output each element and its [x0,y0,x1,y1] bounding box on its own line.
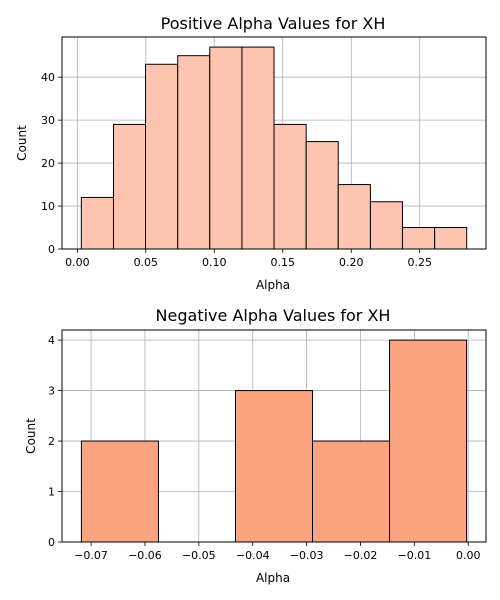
axes-frame [61,329,487,543]
histogram-bar [241,46,275,250]
histogram-bar [369,201,403,250]
x-tick-label: 0.10 [202,256,227,269]
histogram-bar [305,141,339,250]
x-tick-label: −0.07 [74,549,108,562]
y-tick-label: 2 [48,435,55,448]
y-tick-label: 30 [41,114,55,127]
histogram-bar [145,63,179,250]
histogram-bar [434,227,468,250]
chart-title: Negative Alpha Values for XH [156,306,391,325]
x-tick-label: −0.05 [182,549,216,562]
histogram-bar [80,440,159,543]
histogram-bar [337,184,371,250]
y-axis-label: Count [24,418,38,454]
y-tick-label: 20 [41,157,55,170]
histogram-bar [401,227,436,250]
x-tick-label: 0.00 [65,256,90,269]
negative-alpha-histogram: Negative Alpha Values for XH −0.07 −0.06−… [24,306,487,585]
x-tick-label: −0.01 [397,549,431,562]
ticks: −0.07 −0.06 −0.05 −0.04 −0.03 −0.02 −0.01 0.00 0… [48,334,480,562]
x-axis-label: Alpha [256,571,290,585]
y-tick-label: 3 [48,385,55,398]
axes-frame [61,36,487,250]
x-tick-label: 0.05 [134,256,159,269]
x-tick-label: 0.20 [339,256,364,269]
histogram-bar [112,123,147,250]
x-tick-label: 0.25 [407,256,432,269]
y-tick-label: 10 [41,200,55,213]
histogram-bar [312,440,391,543]
bars [80,339,468,543]
y-tick-label: 0 [48,536,55,549]
chart-title: Positive Alpha Values for XH [161,14,386,33]
y-tick-label: 1 [48,486,55,499]
x-tick-label: −0.04 [236,549,270,562]
y-tick-label: 4 [48,334,55,347]
x-tick-label: 0.15 [271,256,296,269]
positive-alpha-histogram: Positive Alpha Values for XH 0.00 0.05 0.1… [15,14,487,292]
x-tick-label: −0.06 [128,549,162,562]
x-tick-label: −0.03 [290,549,324,562]
histogram-bar [389,339,468,543]
histogram-bar [234,390,314,543]
x-axis-label: Alpha [256,278,290,292]
histogram-bar [273,123,307,250]
y-axis-label: Count [15,125,29,161]
ticks: 0.00 0.05 0.10 0.15 0.20 0.25 0 10 20 30 40 [41,71,432,269]
histogram-bar [80,196,114,250]
x-tick-label: 0.00 [456,549,481,562]
x-tick-label: −0.02 [344,549,378,562]
histogram-bar [177,55,211,250]
y-tick-label: 40 [41,71,55,84]
bars [80,46,468,250]
histogram-bar [209,46,243,250]
y-tick-label: 0 [48,243,55,256]
